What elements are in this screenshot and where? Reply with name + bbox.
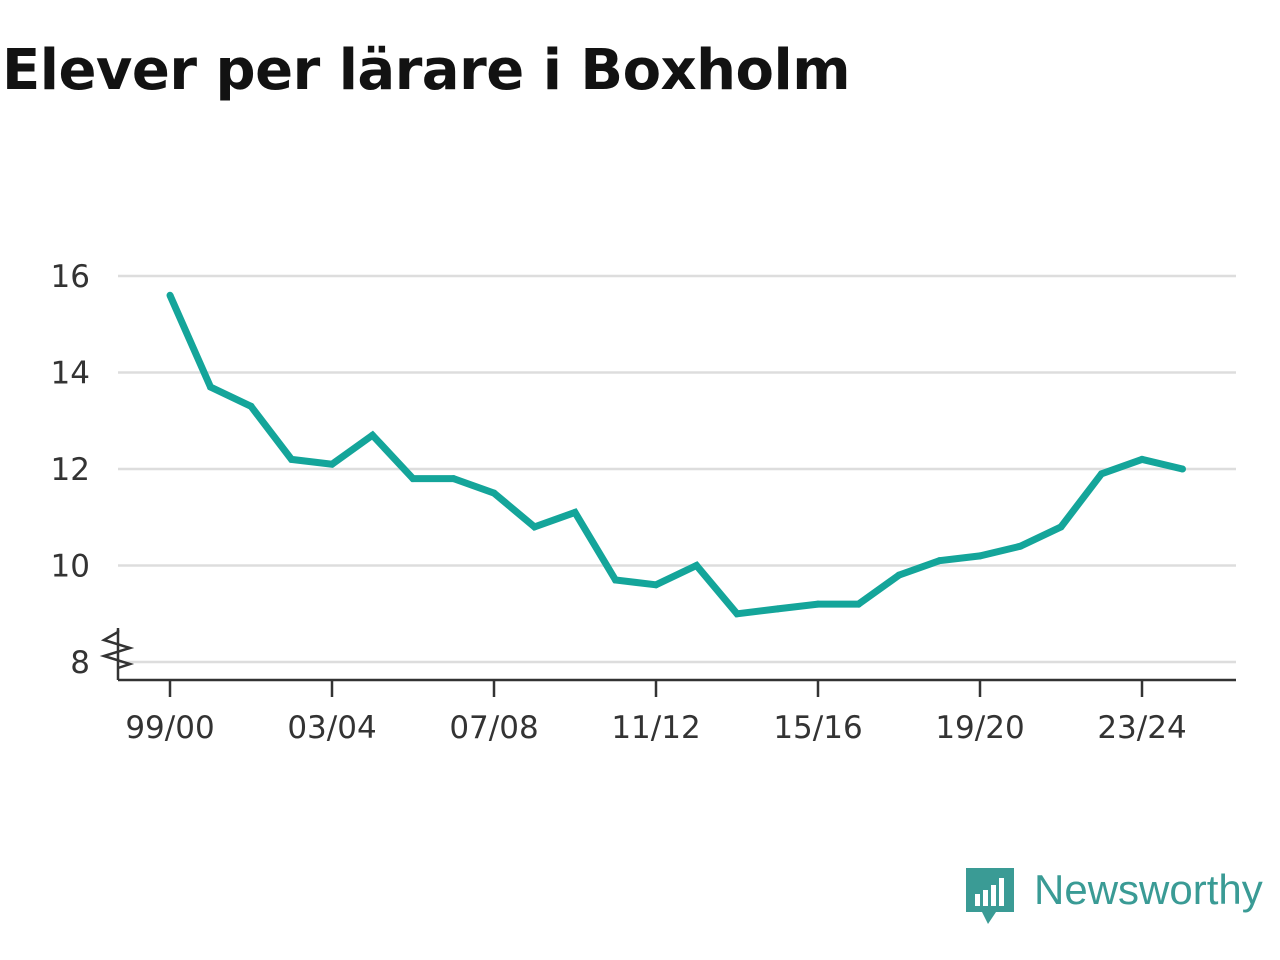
data-point <box>166 291 174 299</box>
data-point <box>733 610 741 618</box>
data-point <box>409 475 417 483</box>
data-point <box>490 489 498 497</box>
data-point <box>369 431 376 439</box>
y-tick-label: 14 <box>51 356 90 392</box>
data-point <box>1098 470 1105 478</box>
chart-title: Elever per lärare i Boxholm <box>2 38 851 103</box>
axis-break-zigzag <box>99 628 135 670</box>
x-tick-label: 19/20 <box>935 710 1024 746</box>
x-tick-label: 11/12 <box>611 710 700 746</box>
data-point <box>814 600 822 608</box>
data-point <box>450 475 457 483</box>
y-tick-label: 16 <box>51 259 90 295</box>
grid-lines <box>118 274 1236 664</box>
y-axis: 8 10 12 14 16 <box>51 259 90 681</box>
axis-break-icon <box>99 628 135 670</box>
data-point <box>207 383 214 391</box>
data-point <box>1057 523 1065 531</box>
series-line <box>166 293 1184 618</box>
y-tick-label: 10 <box>51 549 90 585</box>
data-point <box>936 557 943 565</box>
x-tick-label: 23/24 <box>1097 710 1186 746</box>
data-point <box>288 455 295 463</box>
data-point <box>774 605 781 613</box>
data-point <box>976 552 984 560</box>
data-point <box>1179 465 1186 473</box>
data-point <box>571 508 579 516</box>
data-point <box>1017 542 1024 550</box>
x-tick-label: 03/04 <box>287 710 376 746</box>
data-point <box>693 562 700 569</box>
x-tick-label: 07/08 <box>449 710 538 746</box>
data-point <box>612 576 619 584</box>
x-axis: 99/00 03/04 07/08 11/12 15/16 19/20 23/24 <box>116 630 1236 746</box>
y-tick-label: 8 <box>70 645 90 681</box>
x-tick-label: 15/16 <box>773 710 862 746</box>
x-tick-label: 99/00 <box>125 710 214 746</box>
data-point <box>328 460 336 468</box>
data-point <box>855 600 862 608</box>
series-layer <box>166 291 1186 618</box>
data-point <box>895 571 903 579</box>
data-point <box>531 523 538 531</box>
y-tick-label: 12 <box>51 452 90 488</box>
brand-name: Newsworthy <box>1034 866 1263 913</box>
data-point <box>652 581 660 589</box>
data-point <box>247 402 255 410</box>
data-point <box>1138 455 1146 463</box>
bar-chart-speech-bubble-icon <box>966 868 1014 924</box>
